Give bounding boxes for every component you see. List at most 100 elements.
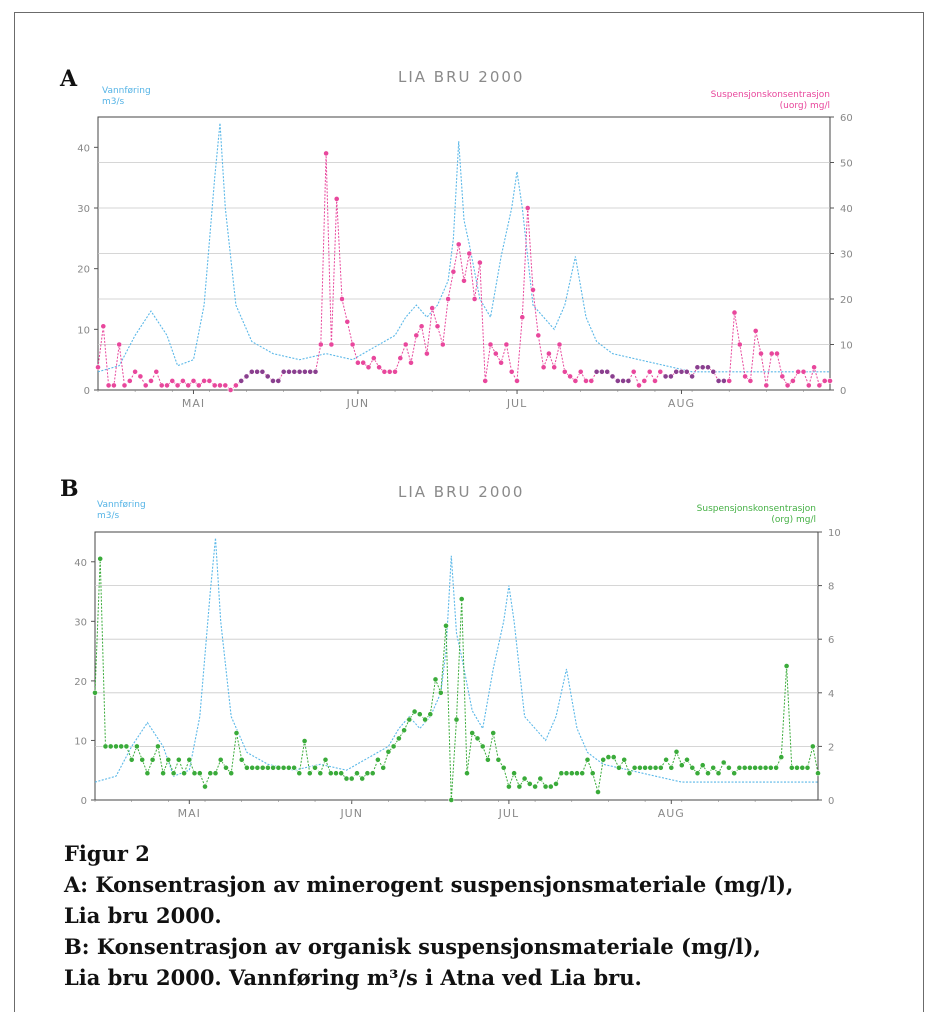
concentration-point (516, 783, 523, 790)
concentration-point (657, 764, 664, 771)
concentration-point (574, 770, 580, 777)
concentration-point (164, 382, 170, 389)
concentration-point (673, 748, 680, 755)
concentration-point (165, 756, 172, 763)
concentration-point (416, 711, 423, 718)
panel-a-left-axis-label-line1: Vannføring (102, 86, 151, 96)
concentration-point (202, 783, 208, 790)
concentration-point (97, 555, 104, 562)
concentration-point (195, 382, 202, 389)
concentration-point (207, 770, 214, 777)
concentration-point (773, 764, 779, 771)
concentration-point (395, 735, 402, 742)
concentration-point (432, 676, 439, 683)
concentration-point (642, 764, 648, 771)
concentration-point (747, 764, 753, 771)
concentration-point (469, 730, 476, 736)
concentration-point (196, 770, 203, 777)
concentration-point (390, 743, 397, 750)
concentration-point (301, 738, 308, 744)
caption-line-2: Lia bru 2000. (64, 903, 222, 928)
concentration-point (684, 756, 690, 763)
left-axis-tick-label: 0 (81, 796, 87, 807)
concentration-point (259, 368, 266, 375)
concentration-point (774, 350, 780, 357)
concentration-point (170, 770, 177, 777)
panel-b-letter: B (60, 476, 79, 502)
concentration-point (458, 596, 465, 602)
figure-frame (14, 12, 924, 1012)
concentration-point (788, 764, 795, 771)
concentration-point (616, 764, 622, 771)
right-axis-tick-label: 60 (840, 113, 853, 124)
concentration-point (385, 748, 392, 755)
concentration-point (604, 368, 611, 375)
concentration-point (731, 770, 738, 777)
concentration-point (461, 277, 467, 284)
plot-area-frame (94, 531, 819, 801)
concentration-point (102, 743, 109, 750)
concentration-point (359, 775, 366, 782)
concentration-point (484, 756, 491, 763)
concentration-point (490, 730, 497, 736)
concentration-point (126, 377, 133, 384)
concentration-point (275, 377, 282, 384)
concentration-point (275, 764, 282, 771)
concentration-point (641, 377, 648, 384)
concentration-point (148, 377, 154, 384)
concentration-point (312, 764, 318, 771)
right-axis-tick-label: 50 (840, 159, 853, 170)
concentration-point (217, 756, 224, 763)
concentration-point (191, 770, 198, 777)
concentration-point (448, 797, 455, 803)
concentration-point (317, 770, 324, 777)
concentration-point (694, 770, 701, 777)
concentration-point (169, 377, 176, 384)
concentration-point (558, 770, 565, 777)
concentration-point (699, 762, 706, 769)
concentration-point (567, 373, 573, 380)
concentration-point (100, 323, 107, 330)
concentration-point (190, 377, 197, 384)
concentration-point (228, 770, 235, 777)
concentration-point (647, 764, 654, 771)
concentration-point (652, 377, 658, 384)
concentration-point (139, 756, 146, 763)
concentration-point (514, 377, 520, 384)
x-axis-month-label: AUG (668, 397, 695, 410)
left-axis-tick-label: 10 (77, 325, 90, 336)
left-axis-tick-label: 30 (77, 204, 90, 215)
concentration-point (264, 764, 271, 771)
concentration-point (500, 764, 507, 771)
caption-line-3: B: Konsentrasjon av organisk suspensjons… (64, 934, 761, 959)
concentration-point (429, 305, 436, 311)
concentration-point (535, 332, 542, 339)
right-axis-tick-label: 0 (840, 386, 846, 397)
concentration-point (423, 350, 430, 357)
right-axis-tick-label: 10 (840, 341, 853, 352)
concentration-point (763, 382, 770, 389)
panel-b-left-axis-label-line2: m3/s (97, 511, 120, 521)
concentration-point (752, 327, 759, 334)
panel-b-right-axis-label-line2: (org) mg/l (771, 515, 816, 525)
concentration-point (589, 770, 596, 777)
concentration-point (742, 373, 748, 380)
concentration-point (233, 730, 240, 736)
concentration-point (232, 382, 239, 389)
concentration-point (206, 377, 213, 384)
concentration-point (349, 341, 356, 348)
right-axis-tick-label: 4 (828, 689, 834, 700)
concentration-point (323, 150, 329, 157)
concentration-point (511, 770, 517, 777)
concentration-point (111, 382, 117, 389)
concentration-point (243, 764, 250, 771)
concentration-point (113, 743, 119, 750)
concentration-point (450, 268, 457, 275)
concentration-point (778, 754, 785, 760)
discharge-series-line (97, 123, 830, 373)
concentration-point (280, 764, 287, 771)
left-axis-tick-label: 0 (84, 386, 90, 397)
concentration-point (437, 689, 444, 696)
concentration-point (715, 770, 722, 777)
concentration-point (595, 789, 601, 795)
